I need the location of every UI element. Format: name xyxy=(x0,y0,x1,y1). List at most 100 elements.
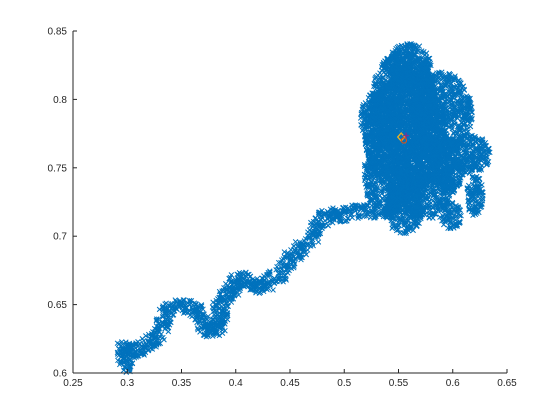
data-point xyxy=(114,340,121,346)
data-point xyxy=(316,209,322,215)
data-point xyxy=(168,301,174,308)
data-point xyxy=(121,364,128,370)
data-point xyxy=(315,227,321,233)
data-point xyxy=(157,334,163,340)
data-point xyxy=(289,251,296,257)
data-point xyxy=(279,269,285,276)
data-point xyxy=(117,349,123,355)
data-point xyxy=(224,316,231,323)
data-point xyxy=(234,281,241,287)
data-point xyxy=(348,211,354,217)
data-point xyxy=(210,308,217,315)
data-point xyxy=(206,322,213,329)
data-point xyxy=(328,211,335,217)
data-point xyxy=(288,261,295,268)
data-point xyxy=(290,243,297,249)
data-point xyxy=(154,316,160,322)
data-point xyxy=(200,312,207,318)
data-point xyxy=(256,286,262,292)
data-point xyxy=(225,303,231,310)
data-point xyxy=(273,267,279,273)
data-point xyxy=(197,307,203,314)
data-point xyxy=(198,303,204,310)
data-point xyxy=(165,328,172,335)
data-point xyxy=(225,294,231,301)
data-point xyxy=(315,239,322,245)
data-point xyxy=(288,247,294,253)
data-point xyxy=(365,141,371,148)
data-point xyxy=(192,308,199,315)
data-point xyxy=(241,281,248,287)
data-point xyxy=(219,318,226,324)
data-point xyxy=(330,207,336,214)
data-point xyxy=(219,288,225,294)
data-point xyxy=(238,274,244,280)
data-point xyxy=(267,268,273,274)
data-point xyxy=(135,339,141,345)
data-point xyxy=(223,291,230,297)
data-point xyxy=(265,285,272,292)
data-point xyxy=(239,277,246,284)
data-point xyxy=(373,213,379,220)
data-point xyxy=(292,239,299,245)
data-point xyxy=(198,302,205,308)
data-point xyxy=(172,305,179,312)
data-point xyxy=(402,100,409,107)
data-point xyxy=(123,364,130,371)
data-point xyxy=(183,305,190,311)
data-point xyxy=(197,318,204,324)
data-point xyxy=(165,315,171,321)
data-point xyxy=(295,248,301,255)
data-point xyxy=(360,204,366,211)
data-point xyxy=(137,347,144,354)
data-point xyxy=(267,269,273,276)
data-point xyxy=(200,317,207,324)
data-point xyxy=(119,341,126,348)
data-point xyxy=(378,77,384,83)
data-point xyxy=(306,235,313,241)
data-point xyxy=(159,305,166,311)
data-point xyxy=(349,202,355,209)
data-point xyxy=(153,332,160,339)
data-point xyxy=(351,206,357,212)
data-point xyxy=(214,303,220,310)
data-point xyxy=(163,318,170,325)
data-point xyxy=(155,316,162,322)
data-point xyxy=(142,344,149,351)
data-point xyxy=(309,238,315,245)
data-point xyxy=(164,306,171,313)
data-point xyxy=(282,262,288,269)
data-point xyxy=(317,216,324,223)
data-point xyxy=(378,67,385,74)
data-point xyxy=(310,227,316,234)
data-point xyxy=(155,321,162,327)
data-point xyxy=(250,284,257,290)
data-point xyxy=(389,90,396,96)
data-point xyxy=(405,95,411,102)
data-point xyxy=(125,344,131,351)
data-point xyxy=(149,333,155,340)
data-point xyxy=(300,242,307,248)
data-point xyxy=(405,126,411,132)
data-point xyxy=(178,302,185,308)
data-point xyxy=(396,91,403,98)
data-point xyxy=(129,360,136,367)
data-point xyxy=(120,348,127,354)
data-point xyxy=(165,313,172,320)
data-point xyxy=(134,353,140,359)
data-point xyxy=(369,208,375,215)
data-point xyxy=(205,313,211,320)
data-point xyxy=(309,240,316,247)
data-point xyxy=(277,278,283,285)
data-point xyxy=(285,263,291,269)
data-point xyxy=(219,324,226,331)
data-point xyxy=(222,327,228,334)
data-point xyxy=(237,282,244,289)
data-point xyxy=(122,364,129,370)
data-point xyxy=(253,289,259,296)
data-point xyxy=(372,83,379,90)
data-point xyxy=(349,214,355,221)
data-point xyxy=(331,216,337,222)
data-point xyxy=(122,355,129,362)
